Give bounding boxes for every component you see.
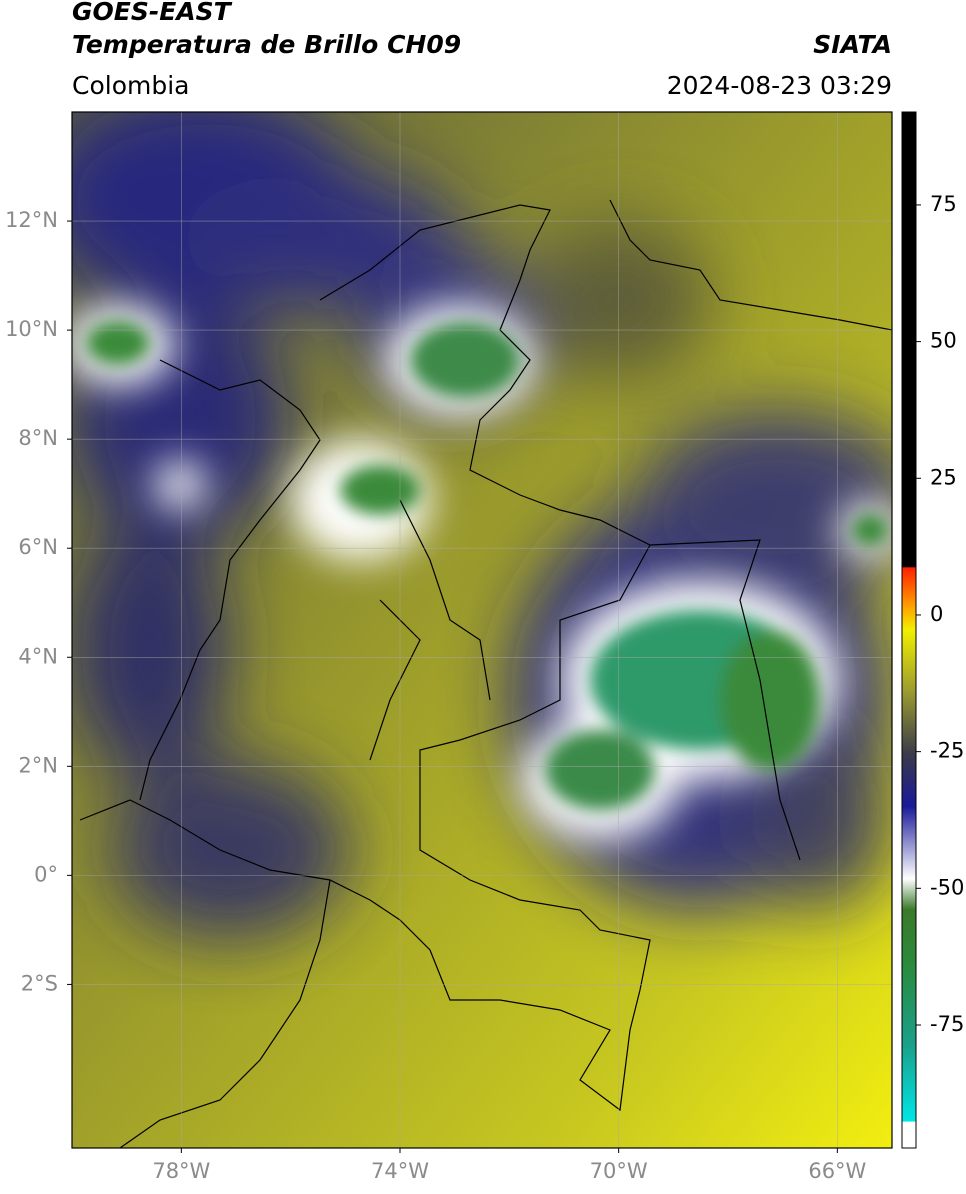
satellite-image [72, 112, 892, 1148]
source: SIATA [813, 30, 892, 59]
y-tick-label: 4°N [18, 644, 58, 668]
y-tick-label: 10°N [5, 317, 58, 341]
y-tick-label: 0° [34, 862, 58, 886]
colorbar-tick-label: -25 [930, 739, 964, 763]
title: GOES-EAST [72, 0, 233, 26]
y-tick-label: 6°N [18, 535, 58, 559]
y-tick-label: 2°N [18, 753, 58, 777]
y-tick-label: 2°S [21, 971, 58, 995]
colorbar [901, 111, 917, 1149]
x-tick-label: 70°W [590, 1159, 648, 1183]
datetime: 2024-08-23 03:29 [667, 71, 892, 100]
colorbar-tick-label: -50 [930, 875, 964, 899]
x-tick-label: 74°W [371, 1159, 429, 1183]
x-tick-label: 66°W [808, 1159, 866, 1183]
y-tick-label: 8°N [18, 426, 58, 450]
colorbar-tick-label: 25 [930, 465, 957, 489]
colorbar-tick-label: -75 [930, 1012, 964, 1036]
map-frame [71, 111, 893, 1149]
region: Colombia [72, 71, 189, 100]
x-tick-label: 78°W [152, 1159, 210, 1183]
colorbar-tick-label: 75 [930, 192, 957, 216]
colorbar-tick-label: 0 [930, 602, 943, 626]
colorbar-tick-label: 50 [930, 329, 957, 353]
y-tick-label: 12°N [5, 208, 58, 232]
subtitle: Temperatura de Brillo CH09 [72, 30, 461, 59]
